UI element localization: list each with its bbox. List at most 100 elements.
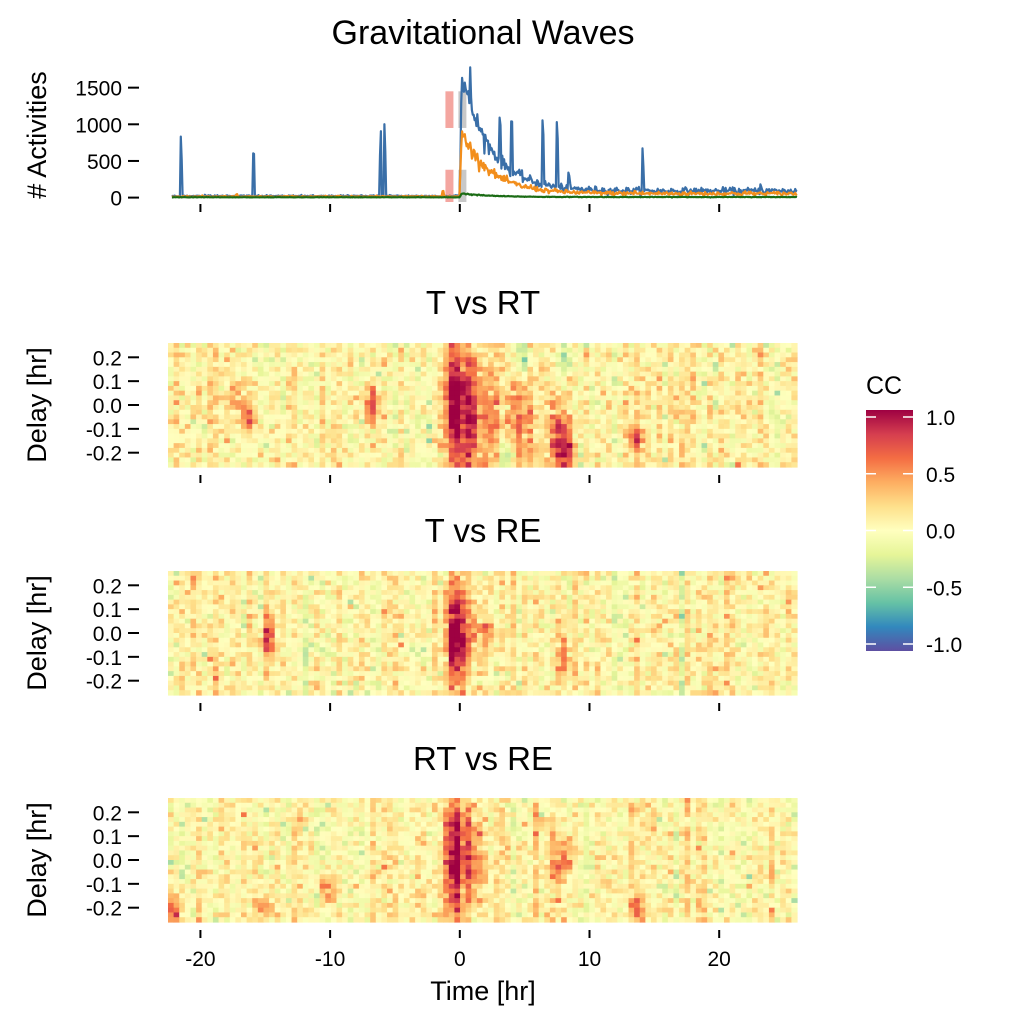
heatmap-cell: [488, 395, 495, 401]
heatmap-cell: [527, 623, 534, 629]
heatmap-cell: [381, 642, 388, 648]
heatmap-cell: [533, 428, 540, 435]
heatmap-cell: [589, 642, 596, 648]
heatmap-cell: [297, 381, 304, 387]
heatmap-cell: [471, 633, 478, 639]
heatmap-cell: [572, 652, 579, 658]
heatmap-cell: [308, 623, 315, 629]
heatmap-cell: [572, 604, 579, 610]
heatmap-cell: [342, 594, 349, 601]
activity-line-chart: Gravitational Waves # Activities 0500100…: [22, 14, 798, 212]
heatmap-cell: [589, 604, 596, 610]
heatmap-cell: [471, 409, 478, 416]
heatmap-cell: [437, 438, 444, 444]
heatmap-cell: [577, 433, 585, 439]
heatmap-cell: [184, 390, 192, 397]
heatmap-cell: [594, 594, 602, 601]
heatmap-cell: [740, 590, 748, 596]
heatmap-cell: [600, 585, 607, 591]
heatmap-cell: [662, 424, 669, 430]
heatmap-cell: [319, 357, 326, 363]
heatmap-cell: [336, 347, 343, 354]
heatmap-cell: [516, 604, 523, 610]
heatmap-cell: [774, 414, 781, 420]
heatmap-cell: [729, 590, 736, 596]
heatmap-cell: [420, 599, 427, 605]
heatmap-cell: [746, 362, 753, 368]
heatmap-cell: [437, 571, 444, 577]
heatmap-cell: [375, 628, 383, 634]
heatmap-cell: [617, 443, 624, 449]
heatmap-cell: [398, 452, 405, 459]
heatmap-cell: [415, 343, 422, 349]
heatmap-cell: [224, 571, 231, 577]
heatmap-cell: [566, 438, 573, 444]
heatmap-cell: [549, 580, 557, 586]
heatmap-cell: [583, 594, 590, 601]
heatmap-cell: [263, 580, 270, 586]
heatmap-cell: [611, 357, 618, 363]
heatmap-cell: [347, 571, 354, 577]
heatmap-cell: [679, 362, 686, 368]
heatmap-cell: [437, 647, 444, 653]
heatmap-cell: [168, 652, 175, 658]
heatmap-cell: [336, 366, 343, 373]
heatmap-cell: [269, 357, 276, 363]
heatmap-cell: [785, 599, 792, 605]
heatmap-cell: [431, 594, 439, 601]
heatmap-cell: [577, 633, 585, 639]
heatmap-cell: [774, 590, 781, 596]
heatmap-cell: [229, 637, 236, 644]
heatmap-cell: [235, 376, 242, 382]
heatmap-cell: [521, 590, 529, 596]
heatmap-cell: [656, 347, 663, 354]
heatmap-cell: [622, 452, 630, 459]
heatmap-cell: [521, 419, 529, 425]
heatmap-cell: [634, 618, 641, 625]
heatmap-cell: [336, 628, 343, 634]
heatmap-cell: [538, 647, 545, 653]
heatmap-cell: [785, 343, 792, 349]
heatmap-cell: [431, 343, 439, 349]
heatmap-cell: [561, 443, 568, 449]
heatmap-cell: [381, 457, 388, 463]
heatmap-cell: [168, 580, 175, 586]
heatmap-cell: [173, 376, 180, 382]
heatmap-cell: [381, 414, 388, 420]
heatmap-cell: [707, 571, 714, 577]
heatmap-cell: [398, 390, 405, 397]
heatmap-cell: [504, 424, 512, 430]
heatmap-cell: [342, 352, 349, 358]
heatmap-cell: [723, 580, 731, 586]
heatmap-cell: [403, 366, 411, 373]
heatmap-cell: [763, 642, 770, 648]
heatmap-cell: [600, 419, 607, 425]
heatmap-cell: [274, 433, 281, 439]
heatmap-cell: [302, 414, 310, 420]
heatmap-cell: [353, 594, 360, 601]
heatmap-cell: [190, 438, 197, 444]
heatmap-cell: [285, 452, 293, 459]
heatmap-cell: [308, 438, 315, 444]
heatmap-cell: [403, 371, 411, 377]
heatmap-cell: [707, 609, 714, 615]
heatmap-cell: [774, 366, 781, 373]
heatmap-cell: [415, 594, 422, 601]
heatmap-cell: [319, 362, 326, 368]
heatmap-cell: [353, 571, 360, 577]
heatmap-cell: [662, 599, 669, 605]
heatmap-cell: [375, 395, 383, 401]
heatmap-cell: [302, 357, 310, 363]
heatmap-cell: [358, 357, 366, 363]
heatmap-cell: [196, 443, 203, 449]
heatmap-cell: [353, 390, 360, 397]
heatmap-cell: [566, 390, 573, 397]
heatmap-cell: [690, 385, 697, 392]
heatmap-cell: [667, 452, 675, 459]
heatmap-cell: [695, 424, 703, 430]
heatmap-cell: [589, 352, 596, 358]
heatmap-cell: [723, 400, 731, 406]
heatmap-cell: [297, 357, 304, 363]
heatmap-cell: [757, 405, 764, 411]
heatmap-cell: [667, 366, 675, 373]
